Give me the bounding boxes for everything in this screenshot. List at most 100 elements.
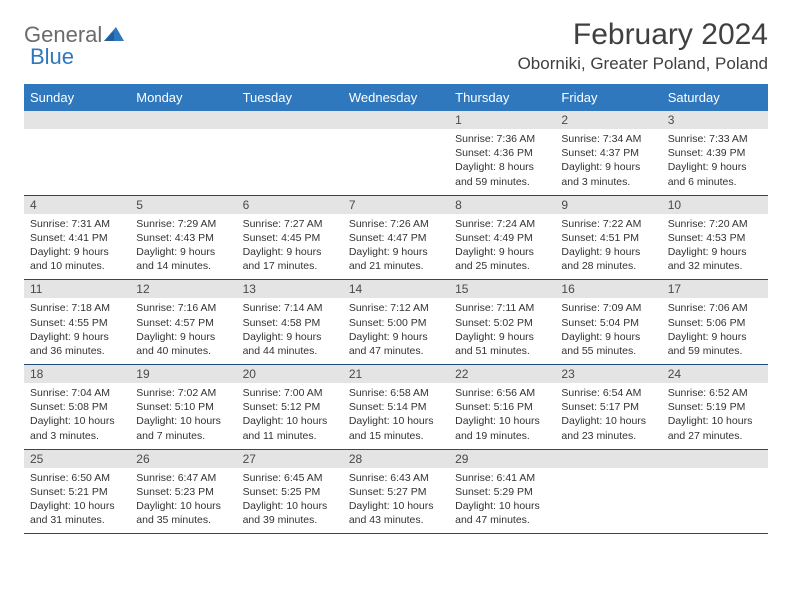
day-number: 1 bbox=[449, 111, 555, 129]
triangle-icon bbox=[104, 27, 124, 43]
week-row: 11Sunrise: 7:18 AMSunset: 4:55 PMDayligh… bbox=[24, 280, 768, 365]
day-cell: 9Sunrise: 7:22 AMSunset: 4:51 PMDaylight… bbox=[555, 195, 661, 280]
logo-text-blue: Blue bbox=[30, 44, 74, 70]
title-block: February 2024 Oborniki, Greater Poland, … bbox=[518, 18, 768, 74]
day-details: Sunrise: 7:02 AMSunset: 5:10 PMDaylight:… bbox=[130, 383, 236, 449]
day-number: 14 bbox=[343, 280, 449, 298]
day-number: 29 bbox=[449, 450, 555, 468]
day-details: Sunrise: 7:11 AMSunset: 5:02 PMDaylight:… bbox=[449, 298, 555, 364]
weekday-header: Thursday bbox=[449, 85, 555, 110]
day-details: Sunrise: 7:16 AMSunset: 4:57 PMDaylight:… bbox=[130, 298, 236, 364]
day-cell: 20Sunrise: 7:00 AMSunset: 5:12 PMDayligh… bbox=[237, 365, 343, 450]
weekday-header: Wednesday bbox=[343, 85, 449, 110]
day-details: Sunrise: 7:34 AMSunset: 4:37 PMDaylight:… bbox=[555, 129, 661, 195]
day-cell: 15Sunrise: 7:11 AMSunset: 5:02 PMDayligh… bbox=[449, 280, 555, 365]
day-body-empty bbox=[555, 468, 661, 530]
week-row: 25Sunrise: 6:50 AMSunset: 5:21 PMDayligh… bbox=[24, 449, 768, 534]
day-cell: 24Sunrise: 6:52 AMSunset: 5:19 PMDayligh… bbox=[662, 365, 768, 450]
day-cell: 14Sunrise: 7:12 AMSunset: 5:00 PMDayligh… bbox=[343, 280, 449, 365]
day-number: 15 bbox=[449, 280, 555, 298]
day-details: Sunrise: 6:52 AMSunset: 5:19 PMDaylight:… bbox=[662, 383, 768, 449]
location: Oborniki, Greater Poland, Poland bbox=[518, 54, 768, 74]
day-body-empty bbox=[130, 129, 236, 191]
day-details: Sunrise: 7:09 AMSunset: 5:04 PMDaylight:… bbox=[555, 298, 661, 364]
day-details: Sunrise: 7:04 AMSunset: 5:08 PMDaylight:… bbox=[24, 383, 130, 449]
day-body-empty bbox=[343, 129, 449, 191]
weekday-header: Saturday bbox=[662, 85, 768, 110]
day-number-empty bbox=[237, 111, 343, 129]
day-number: 12 bbox=[130, 280, 236, 298]
day-number: 10 bbox=[662, 196, 768, 214]
day-cell: 10Sunrise: 7:20 AMSunset: 4:53 PMDayligh… bbox=[662, 195, 768, 280]
day-details: Sunrise: 6:58 AMSunset: 5:14 PMDaylight:… bbox=[343, 383, 449, 449]
day-number: 17 bbox=[662, 280, 768, 298]
day-details: Sunrise: 6:45 AMSunset: 5:25 PMDaylight:… bbox=[237, 468, 343, 534]
day-cell: 21Sunrise: 6:58 AMSunset: 5:14 PMDayligh… bbox=[343, 365, 449, 450]
day-number-empty bbox=[343, 111, 449, 129]
day-number: 5 bbox=[130, 196, 236, 214]
month-title: February 2024 bbox=[518, 18, 768, 52]
day-details: Sunrise: 7:18 AMSunset: 4:55 PMDaylight:… bbox=[24, 298, 130, 364]
day-details: Sunrise: 7:20 AMSunset: 4:53 PMDaylight:… bbox=[662, 214, 768, 280]
day-number: 6 bbox=[237, 196, 343, 214]
day-details: Sunrise: 7:12 AMSunset: 5:00 PMDaylight:… bbox=[343, 298, 449, 364]
day-cell: 5Sunrise: 7:29 AMSunset: 4:43 PMDaylight… bbox=[130, 195, 236, 280]
day-number: 23 bbox=[555, 365, 661, 383]
week-row: 1Sunrise: 7:36 AMSunset: 4:36 PMDaylight… bbox=[24, 110, 768, 195]
day-number: 21 bbox=[343, 365, 449, 383]
day-details: Sunrise: 7:00 AMSunset: 5:12 PMDaylight:… bbox=[237, 383, 343, 449]
day-number-empty bbox=[24, 111, 130, 129]
day-details: Sunrise: 6:56 AMSunset: 5:16 PMDaylight:… bbox=[449, 383, 555, 449]
day-cell bbox=[24, 110, 130, 195]
week-row: 18Sunrise: 7:04 AMSunset: 5:08 PMDayligh… bbox=[24, 365, 768, 450]
calendar-table: Sunday Monday Tuesday Wednesday Thursday… bbox=[24, 84, 768, 534]
day-number: 18 bbox=[24, 365, 130, 383]
day-cell: 7Sunrise: 7:26 AMSunset: 4:47 PMDaylight… bbox=[343, 195, 449, 280]
day-cell bbox=[237, 110, 343, 195]
day-details: Sunrise: 6:50 AMSunset: 5:21 PMDaylight:… bbox=[24, 468, 130, 534]
day-details: Sunrise: 7:22 AMSunset: 4:51 PMDaylight:… bbox=[555, 214, 661, 280]
day-cell: 6Sunrise: 7:27 AMSunset: 4:45 PMDaylight… bbox=[237, 195, 343, 280]
day-number: 9 bbox=[555, 196, 661, 214]
day-number: 22 bbox=[449, 365, 555, 383]
day-number: 4 bbox=[24, 196, 130, 214]
day-number-empty bbox=[555, 450, 661, 468]
day-cell: 16Sunrise: 7:09 AMSunset: 5:04 PMDayligh… bbox=[555, 280, 661, 365]
day-number: 26 bbox=[130, 450, 236, 468]
day-number: 7 bbox=[343, 196, 449, 214]
day-cell: 13Sunrise: 7:14 AMSunset: 4:58 PMDayligh… bbox=[237, 280, 343, 365]
day-number-empty bbox=[662, 450, 768, 468]
day-cell: 11Sunrise: 7:18 AMSunset: 4:55 PMDayligh… bbox=[24, 280, 130, 365]
day-cell: 2Sunrise: 7:34 AMSunset: 4:37 PMDaylight… bbox=[555, 110, 661, 195]
day-cell: 27Sunrise: 6:45 AMSunset: 5:25 PMDayligh… bbox=[237, 449, 343, 534]
day-details: Sunrise: 7:27 AMSunset: 4:45 PMDaylight:… bbox=[237, 214, 343, 280]
day-details: Sunrise: 7:24 AMSunset: 4:49 PMDaylight:… bbox=[449, 214, 555, 280]
day-cell: 28Sunrise: 6:43 AMSunset: 5:27 PMDayligh… bbox=[343, 449, 449, 534]
weekday-header-row: Sunday Monday Tuesday Wednesday Thursday… bbox=[24, 85, 768, 110]
day-cell: 18Sunrise: 7:04 AMSunset: 5:08 PMDayligh… bbox=[24, 365, 130, 450]
day-body-empty bbox=[24, 129, 130, 191]
day-number: 20 bbox=[237, 365, 343, 383]
day-number: 13 bbox=[237, 280, 343, 298]
day-cell: 4Sunrise: 7:31 AMSunset: 4:41 PMDaylight… bbox=[24, 195, 130, 280]
day-details: Sunrise: 7:29 AMSunset: 4:43 PMDaylight:… bbox=[130, 214, 236, 280]
day-cell: 3Sunrise: 7:33 AMSunset: 4:39 PMDaylight… bbox=[662, 110, 768, 195]
day-details: Sunrise: 7:33 AMSunset: 4:39 PMDaylight:… bbox=[662, 129, 768, 195]
day-cell bbox=[343, 110, 449, 195]
day-cell: 1Sunrise: 7:36 AMSunset: 4:36 PMDaylight… bbox=[449, 110, 555, 195]
day-number: 3 bbox=[662, 111, 768, 129]
day-details: Sunrise: 7:31 AMSunset: 4:41 PMDaylight:… bbox=[24, 214, 130, 280]
day-details: Sunrise: 6:41 AMSunset: 5:29 PMDaylight:… bbox=[449, 468, 555, 534]
day-body-empty bbox=[662, 468, 768, 530]
day-details: Sunrise: 7:36 AMSunset: 4:36 PMDaylight:… bbox=[449, 129, 555, 195]
day-cell: 25Sunrise: 6:50 AMSunset: 5:21 PMDayligh… bbox=[24, 449, 130, 534]
day-cell: 29Sunrise: 6:41 AMSunset: 5:29 PMDayligh… bbox=[449, 449, 555, 534]
day-cell: 19Sunrise: 7:02 AMSunset: 5:10 PMDayligh… bbox=[130, 365, 236, 450]
day-number: 8 bbox=[449, 196, 555, 214]
day-cell: 8Sunrise: 7:24 AMSunset: 4:49 PMDaylight… bbox=[449, 195, 555, 280]
day-cell: 23Sunrise: 6:54 AMSunset: 5:17 PMDayligh… bbox=[555, 365, 661, 450]
day-number: 19 bbox=[130, 365, 236, 383]
day-details: Sunrise: 7:26 AMSunset: 4:47 PMDaylight:… bbox=[343, 214, 449, 280]
day-number: 11 bbox=[24, 280, 130, 298]
weekday-header: Tuesday bbox=[237, 85, 343, 110]
